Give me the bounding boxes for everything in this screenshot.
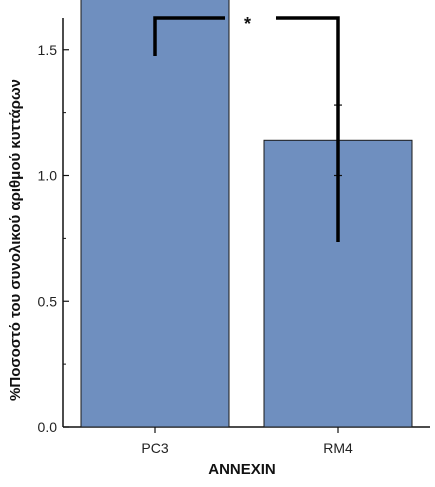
bar-pc3 <box>80 0 230 428</box>
y-tick-label: 1.5 <box>38 42 58 58</box>
significance-bracket-right <box>276 16 340 242</box>
y-tick-label: 1.0 <box>38 168 58 184</box>
y-tick-label: 0.0 <box>38 419 58 435</box>
x-tick-label: PC3 <box>141 440 168 456</box>
significance-bracket-left <box>153 16 225 56</box>
significance-label: * <box>244 14 251 34</box>
x-tick-label: RM4 <box>323 440 353 456</box>
y-tick-label: 0.5 <box>38 293 58 309</box>
y-axis-title: %Ποσοστό του συνολικού αριθμού κυττάρων <box>7 79 24 401</box>
plot-area: 0.00.51.01.52.02.53.0PC3RM4* <box>38 0 430 456</box>
x-axis-title: ANNEXIN <box>208 461 276 478</box>
